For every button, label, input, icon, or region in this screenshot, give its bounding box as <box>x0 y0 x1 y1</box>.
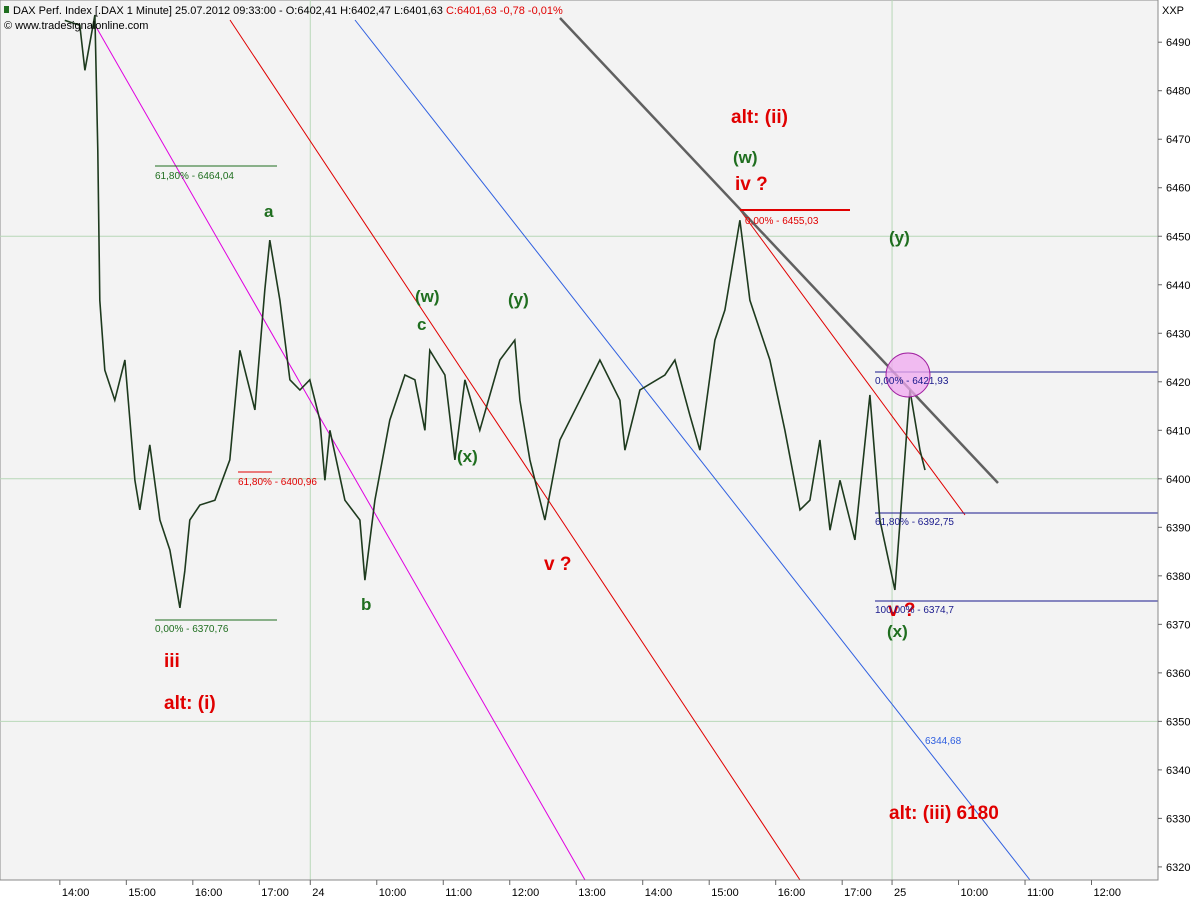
x-tick-label: 10:00 <box>961 887 989 899</box>
x-tick-label: 25 <box>894 887 906 899</box>
wave-label: (w) <box>415 287 440 306</box>
x-tick-label: 16:00 <box>778 887 806 899</box>
trend-line <box>229 19 801 881</box>
y-tick-label: 6440 <box>1166 280 1190 292</box>
price-series <box>64 14 926 609</box>
wave-label: v ? <box>888 600 915 621</box>
x-tick-label: 10:00 <box>379 887 407 899</box>
fib-label: 61,80% - 6392,75 <box>875 517 954 528</box>
x-tick-label: 11:00 <box>1027 887 1054 899</box>
plot-area <box>0 0 1159 881</box>
x-tick-label: 15:00 <box>128 887 156 899</box>
grid <box>0 0 1158 880</box>
wave-label: v ? <box>544 554 571 575</box>
trend-line <box>94 24 586 881</box>
fib-label: 6344,68 <box>925 736 962 747</box>
wave-label: alt: (iii) 6180 <box>889 803 999 824</box>
wave-label: (y) <box>508 290 529 309</box>
wave-label: (y) <box>889 228 910 247</box>
wave-label: (x) <box>457 447 478 466</box>
y-tick-label: 6460 <box>1166 183 1190 195</box>
header-quote: DAX Perf. Index [.DAX 1 Minute] 25.07.20… <box>13 5 443 17</box>
y-tick-label: 6400 <box>1166 474 1190 486</box>
wave-label: iii <box>164 651 180 672</box>
price-line <box>64 14 926 609</box>
fib-label: 0,00% - 6421,93 <box>875 376 949 387</box>
x-tick-label: 12:00 <box>1094 887 1122 899</box>
y-tick-label: 6360 <box>1166 668 1190 680</box>
fib-label: 0,00% - 6370,76 <box>155 624 229 635</box>
wave-label: alt: (i) <box>164 693 216 714</box>
x-tick-label: 14:00 <box>62 887 90 899</box>
header-change: C:6401,63 -0,78 -0,01% <box>446 5 563 17</box>
y-tick-label: 6330 <box>1166 813 1190 825</box>
fib-label: 0,00% - 6455,03 <box>745 216 819 227</box>
header-text: DAX Perf. Index [.DAX 1 Minute] 25.07.20… <box>13 5 563 17</box>
y-tick-label: 6340 <box>1166 765 1190 777</box>
fib-label: 100,00% - 6374,7 <box>875 605 954 616</box>
wave-label: b <box>361 595 371 614</box>
y-tick-label: 6430 <box>1166 328 1190 340</box>
x-tick-label: 24 <box>312 887 324 899</box>
wave-label: (x) <box>887 622 908 641</box>
y-tick-label: 6320 <box>1166 862 1190 874</box>
x-tick-label: 11:00 <box>445 887 472 899</box>
y-tick-label: 6410 <box>1166 425 1190 437</box>
x-tick-label: 12:00 <box>512 887 540 899</box>
y-tick-label: 6420 <box>1166 377 1190 389</box>
copyright: © www.tradesignalonline.com <box>4 20 148 32</box>
y-tick-label: 6480 <box>1166 86 1190 98</box>
x-tick-label: 14:00 <box>645 887 673 899</box>
highlight-circle <box>885 352 931 398</box>
header-icon <box>4 6 9 13</box>
fib-label: 61,80% - 6464,04 <box>155 171 234 182</box>
y-tick-label: 6390 <box>1166 522 1190 534</box>
corner-label: XXP <box>1162 5 1184 17</box>
wave-label: iv ? <box>735 174 768 195</box>
y-tick-label: 6370 <box>1166 619 1190 631</box>
y-tick-label: 6450 <box>1166 231 1190 243</box>
y-tick-label: 6350 <box>1166 716 1190 728</box>
x-tick-label: 16:00 <box>195 887 223 899</box>
y-tick-label: 6490 <box>1166 37 1190 49</box>
trend-line <box>559 17 999 484</box>
trend-line <box>739 209 966 516</box>
wave-label: alt: (ii) <box>731 107 788 128</box>
wave-label: (w) <box>733 148 758 167</box>
wave-label: c <box>417 315 426 334</box>
x-tick-label: 17:00 <box>261 887 289 899</box>
trend-line <box>354 19 1031 881</box>
fib-label: 61,80% - 6400,96 <box>238 477 317 488</box>
y-tick-label: 6380 <box>1166 571 1190 583</box>
x-tick-label: 15:00 <box>711 887 739 899</box>
y-tick-label: 6470 <box>1166 134 1190 146</box>
x-tick-label: 17:00 <box>844 887 872 899</box>
wave-label: a <box>264 202 274 221</box>
x-tick-label: 13:00 <box>578 887 606 899</box>
